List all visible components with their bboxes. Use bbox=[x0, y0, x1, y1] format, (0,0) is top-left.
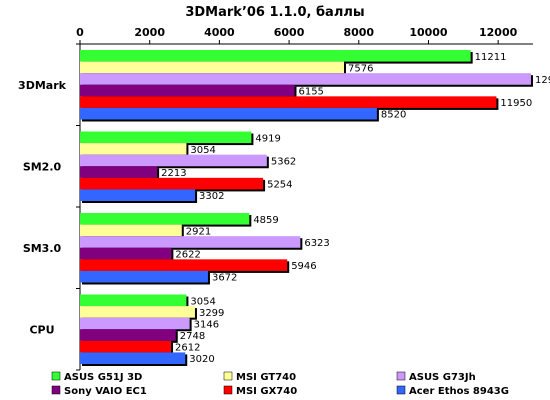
bar-msi-gx740-cpu bbox=[80, 340, 172, 353]
x-tick-label: 8000 bbox=[343, 26, 374, 39]
legend-swatch-msi-gt740 bbox=[223, 371, 233, 381]
data-label: 11211 bbox=[475, 52, 507, 63]
data-label: 2921 bbox=[186, 226, 211, 237]
chart-title: 3DMark’06 1.1.0, баллы bbox=[185, 5, 364, 20]
bar-sony-vaio-ec1-3dmark bbox=[80, 84, 295, 97]
data-label: 3054 bbox=[190, 296, 215, 307]
bar-msi-gx740-3dmark bbox=[80, 96, 497, 108]
bar-sony-vaio-ec1-sm3-0 bbox=[80, 247, 172, 260]
data-label: 3020 bbox=[189, 354, 214, 365]
legend-label-msi-gt740: MSI GT740 bbox=[236, 372, 296, 383]
data-label: 6155 bbox=[298, 87, 323, 98]
legend-swatch-asus-g73jh bbox=[396, 371, 406, 381]
data-label: 2612 bbox=[175, 343, 200, 354]
bar-sony-vaio-ec1-sm2-0 bbox=[80, 166, 158, 178]
bar-acer-ethos-8943g-sm2-0 bbox=[80, 189, 196, 201]
bar-asus-g73jh-cpu bbox=[80, 317, 190, 330]
data-label: 2748 bbox=[180, 331, 205, 342]
bars-layer: 11211 7576 12942 6155 11950 8520 4919 3054 5362 2… bbox=[80, 50, 550, 366]
data-label: 11950 bbox=[500, 98, 532, 109]
bar-sony-vaio-ec1-cpu bbox=[80, 329, 176, 341]
data-label: 3054 bbox=[190, 145, 215, 156]
data-label: 7576 bbox=[348, 63, 373, 74]
category-label-sm3-0: SM3.0 bbox=[23, 242, 62, 255]
data-label: 2622 bbox=[175, 250, 200, 261]
bar-asus-g51j-3d-cpu bbox=[80, 294, 187, 307]
data-label: 5254 bbox=[267, 180, 292, 191]
x-tick-label: 10000 bbox=[409, 26, 448, 39]
bar-asus-g73jh-sm3-0 bbox=[80, 236, 301, 248]
bar-asus-g51j-3d-sm2-0 bbox=[80, 131, 252, 144]
bar-asus-g51j-3d-3dmark bbox=[80, 50, 471, 62]
bar-msi-gt740-3dmark bbox=[80, 61, 344, 74]
category-label-cpu: CPU bbox=[29, 323, 54, 336]
data-label: 5946 bbox=[291, 261, 316, 272]
data-label: 3299 bbox=[199, 308, 224, 319]
bar-asus-g73jh-sm2-0 bbox=[80, 154, 267, 167]
data-label: 3302 bbox=[199, 191, 224, 202]
data-label: 4859 bbox=[253, 215, 278, 226]
bar-acer-ethos-8943g-cpu bbox=[80, 352, 186, 364]
x-tick-label: 12000 bbox=[479, 26, 518, 39]
data-label: 3672 bbox=[212, 273, 237, 284]
legend-swatch-msi-gx740 bbox=[223, 385, 233, 395]
legend-swatch-sony-vaio-ec1 bbox=[51, 385, 61, 395]
category-label-sm2-0: SM2.0 bbox=[23, 160, 62, 173]
data-label: 6323 bbox=[304, 238, 329, 249]
bar-acer-ethos-8943g-3dmark bbox=[80, 107, 377, 120]
data-label: 4919 bbox=[255, 133, 280, 144]
legend-label-asus-g51j-3d: ASUS G51J 3D bbox=[64, 372, 142, 383]
legend: ASUS G51J 3D MSI GT740 ASUS G73Jh Sony VAIO… bbox=[51, 371, 509, 397]
legend-label-sony-vaio-ec1: Sony VAIO EC1 bbox=[64, 386, 147, 397]
data-label: 12942 bbox=[535, 75, 550, 86]
bar-msi-gx740-sm2-0 bbox=[80, 177, 264, 190]
x-tick-label: 0 bbox=[76, 26, 84, 39]
legend-label-acer-ethos-8943g: Acer Ethos 8943G bbox=[409, 386, 509, 397]
x-tick-label: 2000 bbox=[134, 26, 165, 39]
category-label-3dmark: 3DMark bbox=[18, 79, 67, 92]
x-tick-label: 6000 bbox=[274, 26, 305, 39]
axis-layer: 0 2000 4000 6000 8000 10000 12000 3DMark SM2.0 SM… bbox=[18, 26, 533, 371]
legend-swatch-acer-ethos-8943g bbox=[396, 385, 406, 395]
data-label: 2213 bbox=[161, 168, 186, 179]
data-label: 8520 bbox=[381, 110, 406, 121]
bar-msi-gt740-sm3-0 bbox=[80, 224, 182, 237]
bar-asus-g51j-3d-sm3-0 bbox=[80, 213, 250, 225]
bar-asus-g73jh-3dmark bbox=[80, 73, 531, 85]
x-tick-label: 4000 bbox=[204, 26, 235, 39]
legend-label-asus-g73jh: ASUS G73Jh bbox=[409, 372, 476, 383]
bar-msi-gt740-sm2-0 bbox=[80, 143, 187, 155]
legend-label-msi-gx740: MSI GX740 bbox=[236, 386, 297, 397]
data-label: 3146 bbox=[194, 319, 219, 330]
bar-acer-ethos-8943g-sm3-0 bbox=[80, 270, 208, 283]
bar-msi-gt740-cpu bbox=[80, 306, 195, 318]
bar-msi-gx740-sm3-0 bbox=[80, 259, 288, 271]
data-label: 5362 bbox=[271, 156, 296, 167]
legend-swatch-asus-g51j-3d bbox=[51, 371, 61, 381]
